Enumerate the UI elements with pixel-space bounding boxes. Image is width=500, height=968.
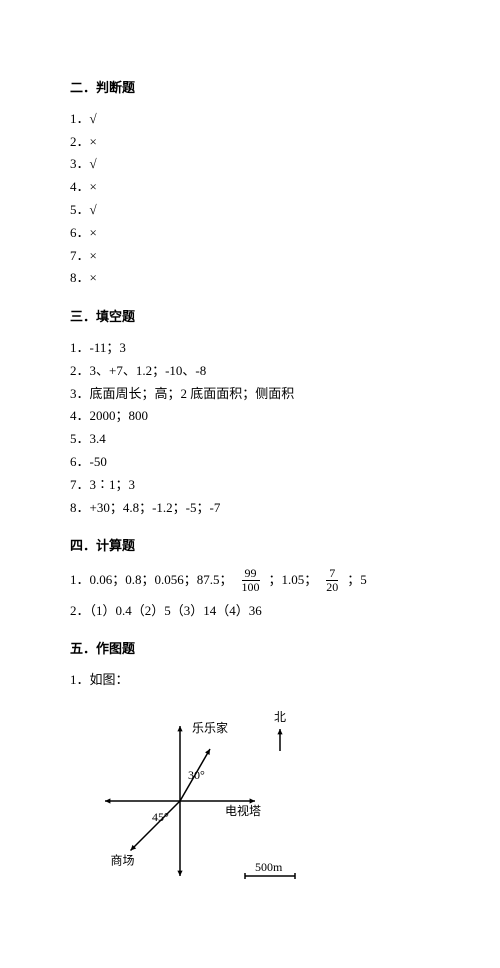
calc-line-1: 1．0.06；0.8；0.056；87.5； 99 100 ；1.05； 7 2… [70,567,430,594]
fill-8: 8．+30；4.8；-1.2；-5；-7 [70,498,430,519]
fill-3: 3．底面周长；高；2 底面面积；侧面积 [70,384,430,405]
svg-text:商场: 商场 [111,852,135,867]
fill-7: 7．3∶1；3 [70,475,430,496]
judge-4: 4．× [70,177,430,198]
svg-text:乐乐家: 乐乐家 [192,720,228,735]
judge-7: 7．× [70,246,430,267]
fill-4: 4．2000；800 [70,406,430,427]
compass-diagram: 30° 45° 乐乐家电视塔商场 北 500m [70,701,310,901]
diagram-figure: 30° 45° 乐乐家电视塔商场 北 500m [70,701,430,908]
calc-line-2: 2．（1）0.4（2）5（3）14（4）36 [70,601,430,622]
fill-5: 5．3.4 [70,429,430,450]
calc-suffix-1: ；5 [347,570,367,591]
judge-2: 2．× [70,132,430,153]
svg-text:电视塔: 电视塔 [225,803,261,818]
fraction-1: 99 100 [239,567,263,594]
fill-6: 6．-50 [70,452,430,473]
judge-6: 6．× [70,223,430,244]
frac2-den: 20 [323,581,341,594]
judge-8: 8．× [70,268,430,289]
section-5-title: 五．作图题 [70,639,430,660]
judge-1: 1．√ [70,109,430,130]
draw-1: 1．如图： [70,670,430,691]
judge-3: 3．√ [70,154,430,175]
section-2-title: 二．判断题 [70,78,430,99]
judge-5: 5．√ [70,200,430,221]
section-4-title: 四．计算题 [70,536,430,557]
section-3-title: 三．填空题 [70,307,430,328]
svg-text:北: 北 [274,710,286,724]
frac1-num: 99 [242,567,260,581]
svg-text:30°: 30° [188,768,205,782]
svg-text:500m: 500m [255,860,283,874]
calc-mid-1: ；1.05； [269,570,318,591]
frac2-num: 7 [326,567,338,581]
svg-text:45°: 45° [152,810,169,824]
calc-prefix-1: 1．0.06；0.8；0.056；87.5； [70,570,233,591]
fill-2: 2．3、+7、1.2；-10、-8 [70,361,430,382]
fraction-2: 7 20 [323,567,341,594]
fill-1: 1．-11；3 [70,338,430,359]
frac1-den: 100 [239,581,263,594]
